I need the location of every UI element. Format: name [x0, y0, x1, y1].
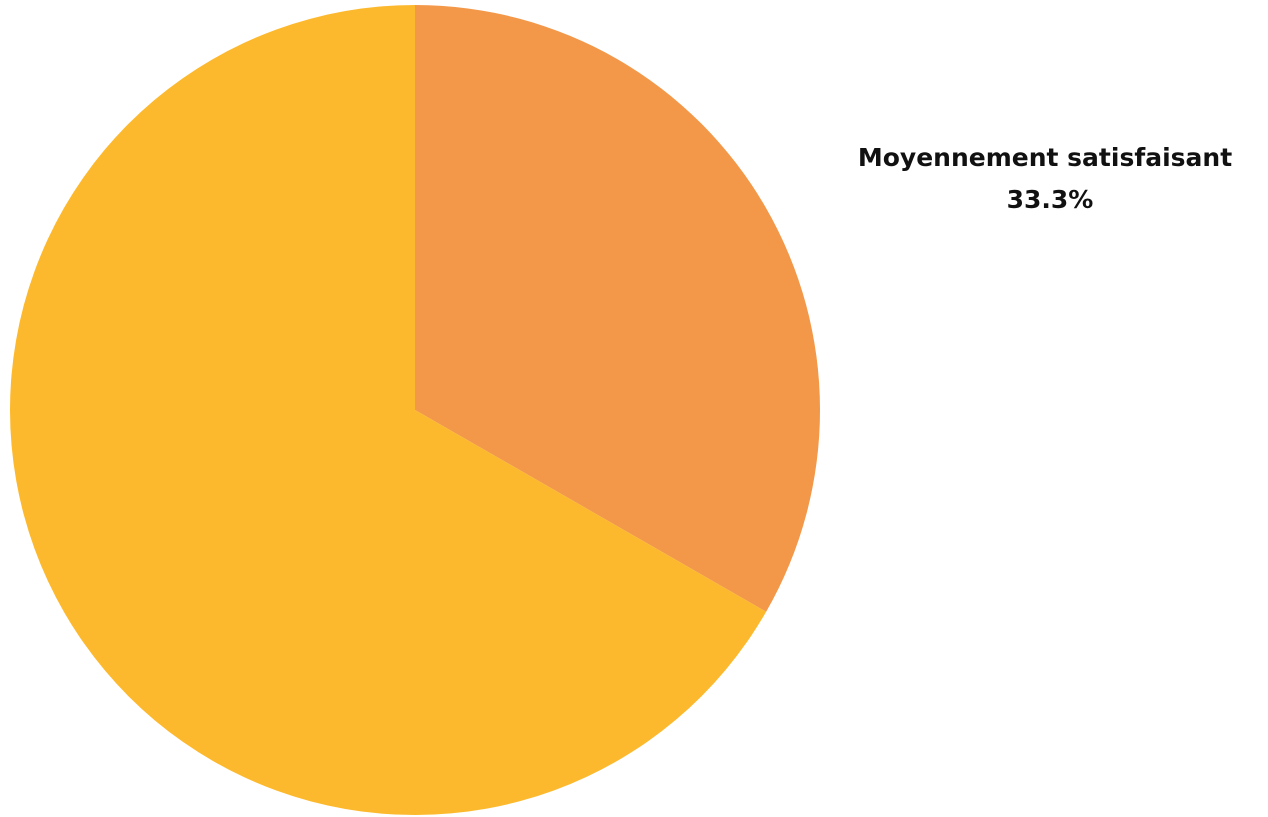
slice-label-moyennement-satisfaisant: Moyennement satisfaisant [858, 143, 1232, 172]
pie-slice-1 [415, 5, 820, 612]
slice-labels: Moyennement satisfaisant 33.3% [858, 143, 1232, 214]
pie-slice-2 [10, 5, 767, 816]
slice-percent-moyennement-satisfaisant: 33.3% [1007, 185, 1094, 214]
pie-slices [10, 5, 820, 816]
